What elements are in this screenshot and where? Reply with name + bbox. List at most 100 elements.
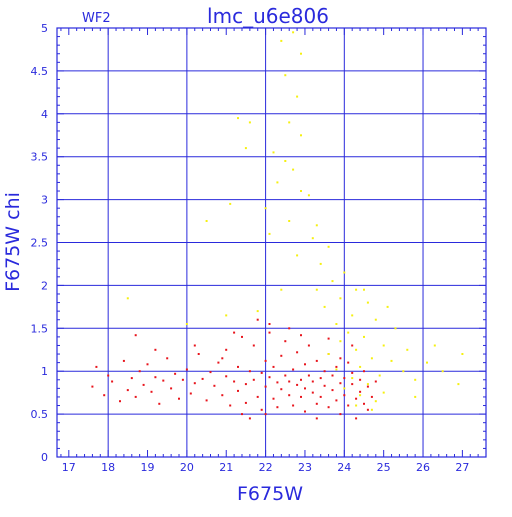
red-data-point [304,410,306,413]
x-tick-label: 23 [298,461,312,474]
red-data-point [107,374,110,377]
yellow-data-point [126,297,129,300]
yellow-data-point [268,232,271,235]
red-data-point [343,377,346,380]
red-data-point [256,318,259,321]
red-data-point [304,387,306,390]
yellow-data-point [288,121,291,124]
red-data-point [225,348,228,351]
red-data-point [327,406,330,409]
red-data-point [331,374,334,377]
red-data-point [300,378,302,381]
yellow-data-point [441,370,444,373]
yellow-data-point [225,314,228,317]
yellow-data-point [292,31,295,34]
y-tick-label: 1 [41,365,48,378]
yellow-data-point [374,318,377,321]
red-data-point [315,359,318,362]
yellow-data-point [280,288,283,291]
red-data-point [130,377,133,380]
yellow-data-point [461,353,464,355]
yellow-data-point [414,395,417,398]
y-tick-label: 3 [41,194,48,207]
x-tick-label: 27 [455,461,469,474]
red-data-point [363,370,365,373]
yellow-data-point [382,344,385,347]
red-data-point [307,344,310,347]
yellow-data-point [315,288,318,291]
x-tick-label: 24 [337,461,351,474]
red-data-point [327,337,330,340]
y-tick-label: 0 [41,451,48,464]
yellow-data-point [288,220,291,222]
red-data-point [272,365,275,368]
red-data-point [284,340,287,343]
yellow-data-point [300,190,302,192]
yellow-data-point [205,220,208,222]
yellow-data-point [343,271,346,274]
red-data-point [351,344,354,347]
yellow-data-point [359,394,362,397]
red-data-point [162,379,165,382]
red-data-point [252,344,255,347]
red-data-point [134,334,137,337]
yellow-data-point [378,374,381,377]
red-data-point [241,335,243,338]
red-data-point [276,381,279,384]
yellow-data-point [402,370,405,373]
red-data-point [244,401,247,404]
red-data-point [296,351,299,354]
red-data-point [181,378,184,381]
x-tick-label: 20 [180,461,194,474]
yellow-data-point [296,254,299,257]
red-data-point [264,385,267,388]
yellow-data-point [355,288,358,291]
red-data-point [209,371,212,374]
red-data-point [370,395,373,398]
red-data-point [339,357,342,360]
red-data-point [319,395,322,398]
yellow-data-point [370,408,373,411]
red-data-point [366,385,369,388]
yellow-data-point [394,327,397,330]
red-data-point [185,368,188,371]
yellow-data-point [366,383,369,386]
red-data-point [233,331,236,334]
red-data-point [335,365,338,368]
yellow-data-point [264,207,267,210]
red-data-point [193,344,196,347]
red-data-point [288,380,291,383]
yellow-data-point [319,262,322,265]
yellow-data-point [363,288,365,291]
yellow-data-point [347,331,350,334]
yellow-data-point [307,194,310,197]
red-data-point [217,361,220,364]
red-data-point [264,413,267,416]
yellow-data-point [327,353,330,355]
yellow-data-point [390,359,393,362]
y-tick-label: 1.5 [31,322,49,335]
y-tick-label: 4 [41,108,48,121]
red-data-point [315,402,318,405]
yellow-data-point [363,335,365,338]
red-data-point [264,359,267,362]
yellow-data-point [355,348,358,351]
yellow-data-point [323,305,326,308]
data-points [91,31,464,420]
red-data-point [154,348,157,351]
yellow-data-point [426,361,428,364]
red-data-point [193,382,196,385]
yellow-data-point [272,151,275,154]
y-tick-label: 2.5 [31,237,49,250]
red-data-point [229,404,232,407]
yellow-data-point [339,340,342,343]
red-data-point [170,387,173,390]
chart-title: lmc_u6e806 [207,4,329,28]
yellow-data-point [366,301,369,304]
red-data-point [268,331,271,334]
yellow-data-point [292,168,295,171]
grid-lines [57,28,486,457]
red-data-point [280,388,283,391]
red-data-point [284,374,287,377]
